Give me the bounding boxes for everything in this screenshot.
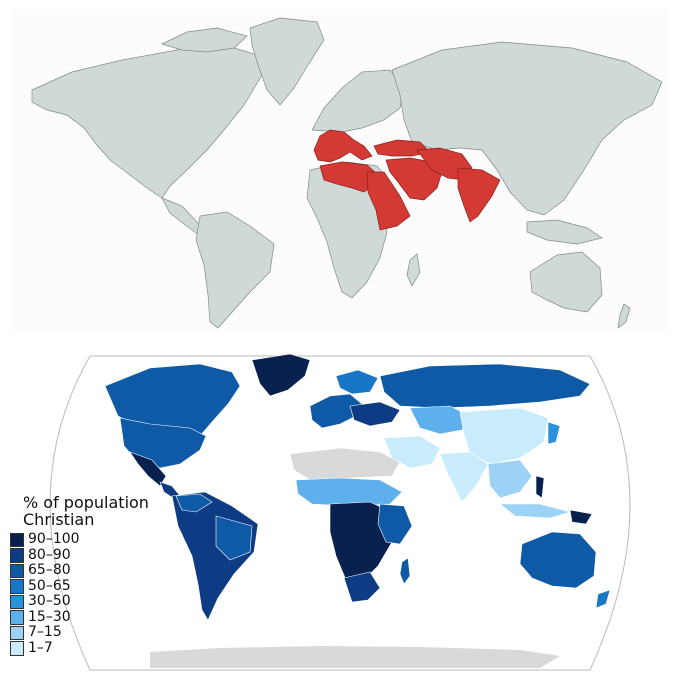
papua [569, 509, 593, 525]
legend-label: 80–90 [28, 546, 71, 563]
legend-item: 7–15 [10, 625, 170, 641]
antarctica [150, 646, 560, 668]
bottom-map-countries [104, 353, 611, 621]
australia [519, 531, 597, 589]
southeast-asia [487, 459, 533, 499]
indonesia [499, 503, 572, 519]
north-africa [289, 447, 401, 481]
south-america [195, 211, 275, 329]
asia [391, 41, 663, 216]
legend-list: 90–100 80–90 65–80 50–65 30–50 15–30 7–15 1–7 [10, 532, 170, 656]
legend-swatch [10, 610, 24, 625]
legend-swatch [10, 548, 24, 563]
legend-item: 50–65 [10, 577, 170, 595]
mexico [129, 451, 167, 487]
highlight-egypt-sudan-ethiopia [366, 171, 411, 231]
southern-africa [343, 571, 381, 603]
scandinavia [335, 369, 379, 395]
brazil-east [215, 515, 253, 561]
highlight-iberia-france-italy [313, 129, 373, 163]
india [439, 451, 489, 503]
eastern-europe [349, 401, 401, 427]
legend-label: 65–80 [28, 562, 71, 579]
bottom-world-map [49, 353, 631, 671]
legend-item: 90–100 [10, 532, 170, 548]
middle-east [383, 435, 441, 469]
greenland [249, 17, 325, 106]
philippines [535, 475, 545, 499]
legend-item: 30–50 [10, 594, 170, 610]
legend-swatch [10, 563, 24, 578]
madagascar [399, 557, 411, 585]
legend-label: 90–100 [28, 531, 80, 548]
top-world-map [12, 10, 668, 332]
korea-japan [547, 421, 561, 445]
southeast-asia-islands [526, 219, 603, 245]
legend-item: 80–90 [10, 546, 170, 564]
central-asia [409, 405, 471, 435]
australia [529, 251, 603, 313]
legend-title-line2: Christian [23, 510, 95, 529]
new-zealand [617, 303, 631, 329]
new-zealand [595, 589, 611, 609]
legend-title-line1: % of population [23, 493, 149, 512]
legend: % of population Christian 90–100 80–90 65–… [10, 494, 170, 656]
legend-swatch [10, 625, 24, 640]
legend-label: 7–15 [28, 624, 62, 641]
legend-swatch [10, 579, 24, 594]
legend-item: 15–30 [10, 608, 170, 626]
legend-swatch [10, 641, 24, 656]
legend-swatch [10, 532, 24, 547]
highlight-india [457, 167, 501, 223]
legend-label: 15–30 [28, 608, 71, 625]
greenland [251, 353, 311, 397]
china-mongolia [459, 407, 549, 465]
russia [379, 363, 591, 409]
south-america-north [175, 493, 213, 513]
arctic-islands [161, 27, 248, 53]
legend-label: 50–65 [28, 577, 71, 594]
east-africa [377, 503, 413, 545]
legend-item: 65–80 [10, 563, 170, 579]
legend-label: 30–50 [28, 593, 71, 610]
sahel [295, 477, 403, 507]
legend-item: 1–7 [10, 639, 170, 657]
legend-label: 1–7 [28, 639, 53, 656]
top-map-highlighted-region [313, 129, 501, 231]
madagascar [406, 253, 421, 287]
legend-swatch [10, 594, 24, 609]
top-map-land [31, 17, 663, 329]
highlight-middle-east [385, 157, 443, 201]
